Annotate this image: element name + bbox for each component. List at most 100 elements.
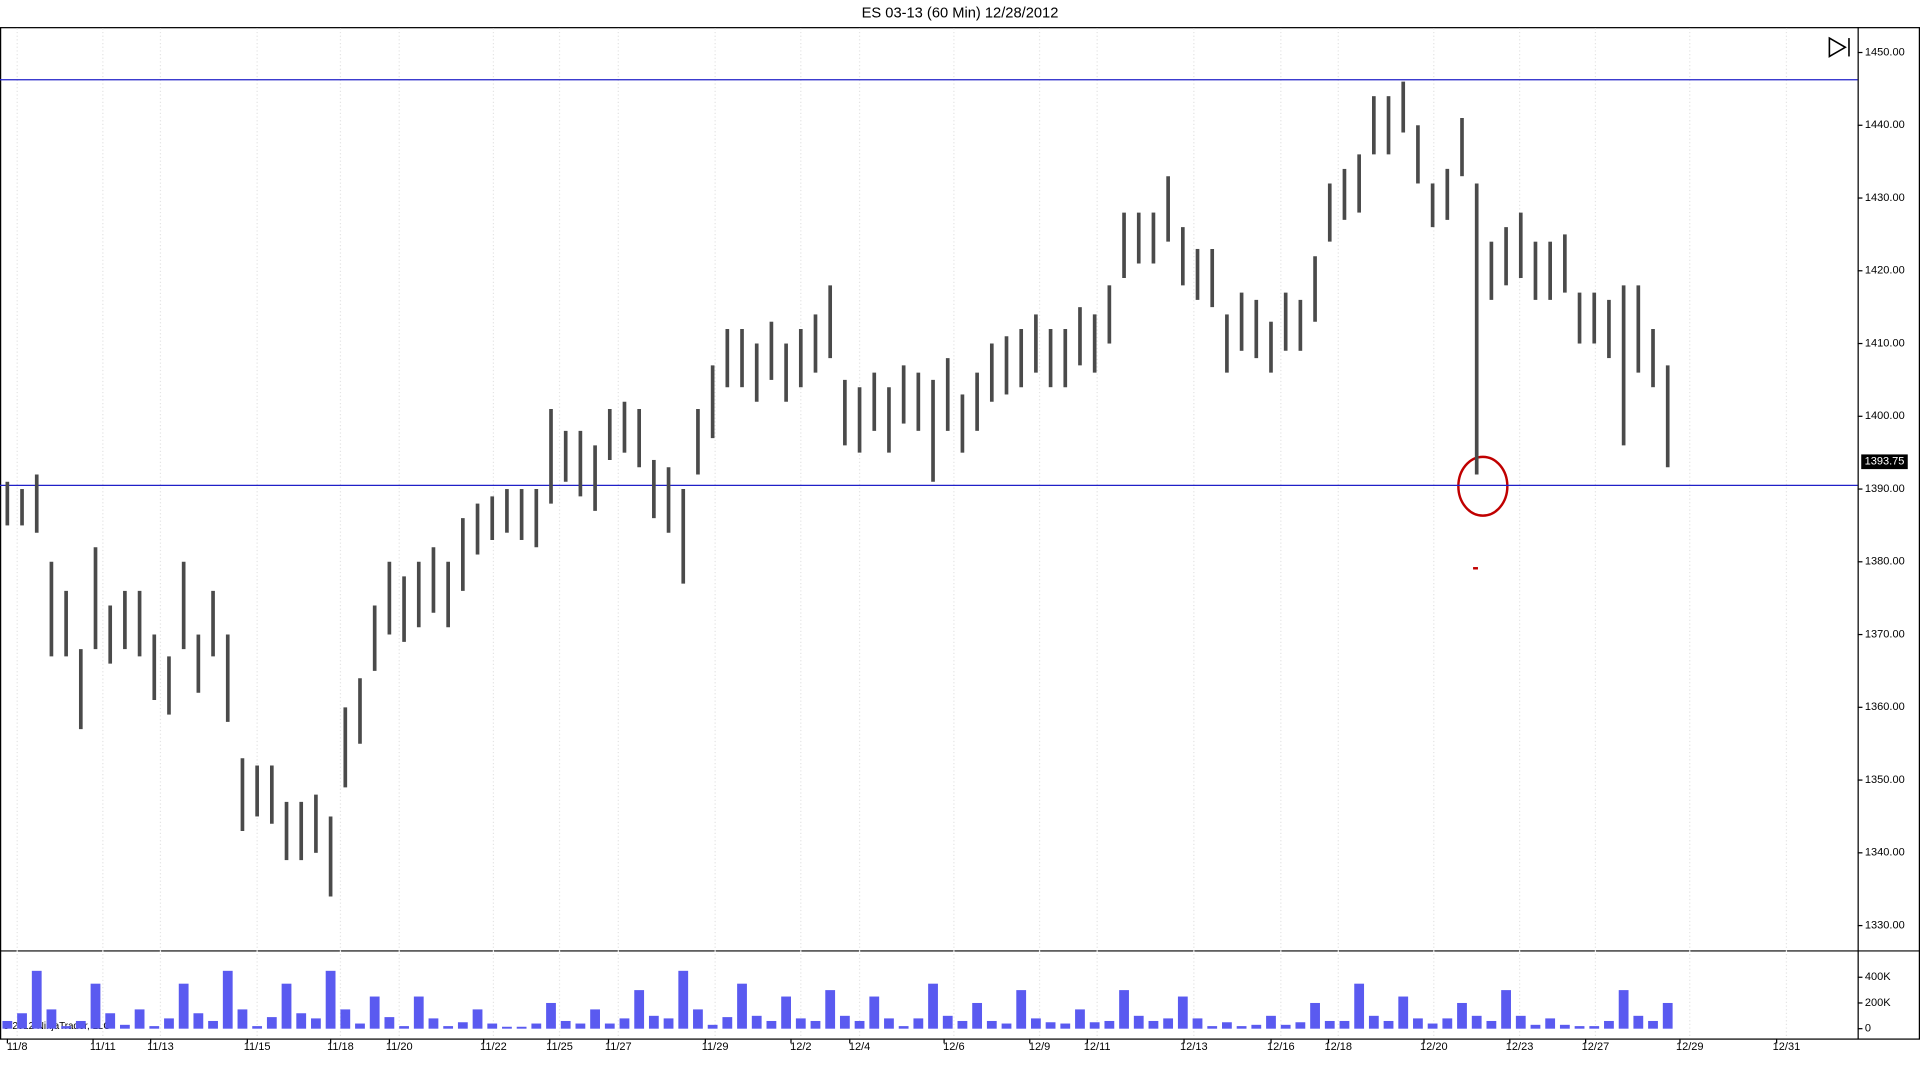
volume-bar <box>1383 1020 1394 1029</box>
volume-bar <box>590 1009 600 1029</box>
volume-bar <box>795 1018 806 1029</box>
y-tick-label: 1350.00 <box>1865 774 1905 786</box>
volume-bar <box>1295 1022 1306 1029</box>
volume-bar <box>1207 1026 1218 1029</box>
volume-bar <box>634 990 645 1029</box>
volume-bar <box>134 1009 145 1029</box>
volume-bar <box>1457 1002 1467 1029</box>
y-tick-label: 200K <box>1865 997 1891 1009</box>
y-tick-label: 1450.00 <box>1865 46 1905 58</box>
volume-bar <box>619 1018 630 1029</box>
volume-bar <box>898 1026 909 1029</box>
x-tick-label: 11/20 <box>386 1041 413 1053</box>
x-tick-label: 11/8 <box>7 1041 28 1053</box>
x-tick-label: 11/22 <box>480 1041 507 1053</box>
volume-bar <box>839 1015 850 1029</box>
x-tick-label: 12/23 <box>1506 1041 1534 1053</box>
volume-bar <box>1662 1002 1673 1029</box>
volume-bar <box>340 1009 351 1029</box>
volume-bar <box>119 1024 130 1029</box>
x-tick-label: 11/25 <box>546 1041 573 1053</box>
volume-bar <box>957 1020 968 1029</box>
volume-bar <box>1266 1015 1276 1029</box>
volume-bar <box>781 996 791 1029</box>
volume-bar <box>311 1018 321 1029</box>
volume-bar <box>1177 996 1188 1029</box>
volume-bar <box>1398 996 1409 1029</box>
volume-bar <box>1574 1026 1585 1029</box>
volume-bar <box>854 1020 865 1029</box>
x-tick-label: 12/11 <box>1084 1041 1111 1053</box>
volume-bar <box>1486 1020 1497 1029</box>
volume-bar <box>1501 990 1511 1029</box>
volume-bar <box>825 990 836 1029</box>
volume-bar <box>1222 1022 1232 1029</box>
volume-bar <box>531 1023 542 1029</box>
volume-bar <box>1648 1020 1658 1029</box>
volume-bar <box>222 970 233 1029</box>
last-price-box <box>1861 454 1908 470</box>
volume-bar <box>663 1018 674 1029</box>
volume-bar <box>516 1026 527 1029</box>
volume-bar <box>428 1018 439 1029</box>
volume-bar <box>707 1024 718 1029</box>
y-tick-label: 1440.00 <box>1865 119 1905 131</box>
volume-bar <box>1368 1015 1379 1029</box>
volume-bar <box>1545 1018 1556 1029</box>
volume-bar <box>399 1026 409 1029</box>
volume-bar <box>457 1022 468 1029</box>
x-tick-label: 11/15 <box>244 1041 271 1053</box>
volume-bar <box>1471 1015 1482 1029</box>
y-tick-label: 400K <box>1865 971 1891 983</box>
x-tick-label: 12/27 <box>1582 1041 1610 1053</box>
volume-bar <box>1324 1020 1335 1029</box>
scroll-end-button[interactable] <box>1828 36 1850 58</box>
chart-frame <box>0 27 1920 1040</box>
y-tick-label: 1340.00 <box>1865 847 1905 859</box>
volume-bar <box>1280 1024 1291 1029</box>
volume-bar <box>178 983 189 1029</box>
volume-bar <box>1339 1020 1350 1029</box>
volume-bar <box>296 1013 307 1029</box>
x-tick-label: 12/16 <box>1267 1041 1295 1053</box>
annotation-circle <box>1457 455 1509 517</box>
volume-bar <box>413 996 424 1029</box>
volume-bar <box>986 1020 997 1029</box>
volume-bar <box>913 1018 924 1029</box>
x-tick-label: 12/20 <box>1420 1041 1448 1053</box>
volume-bar <box>61 1026 72 1029</box>
volume-bar <box>693 1009 703 1029</box>
y-tick-label: 1380.00 <box>1865 556 1905 568</box>
y-tick-label: 1330.00 <box>1865 919 1905 931</box>
y-tick-label: 1420.00 <box>1865 265 1905 277</box>
volume-bar <box>1310 1002 1320 1029</box>
volume-bar <box>1148 1020 1159 1029</box>
y-tick-label: 1360.00 <box>1865 701 1905 713</box>
volume-bar <box>869 996 880 1029</box>
volume-bar <box>1559 1024 1570 1029</box>
volume-bar <box>1618 990 1629 1029</box>
volume-bar <box>443 1026 454 1029</box>
volume-bar <box>355 1023 365 1029</box>
volume-bar <box>193 1013 204 1029</box>
volume-bar <box>252 1026 263 1029</box>
volume-bar <box>604 1023 615 1029</box>
volume-bar <box>1001 1023 1012 1029</box>
volume-bar <box>1515 1015 1526 1029</box>
volume-bar <box>928 983 938 1029</box>
y-tick-label: 1370.00 <box>1865 628 1905 640</box>
volume-bar <box>472 1009 483 1029</box>
volume-bar <box>1104 1020 1115 1029</box>
volume-bar <box>1060 1023 1071 1029</box>
volume-bar <box>384 1017 395 1029</box>
y-tick-label: 1390.00 <box>1865 483 1905 495</box>
volume-bar <box>502 1026 512 1029</box>
plot-layer: 11/8 11/11 11/13 11/15 11/18 11/20 11/22 11/25 1… <box>0 28 1908 1053</box>
volume-bar <box>751 1015 762 1029</box>
volume-bar <box>1442 1018 1453 1029</box>
volume-bar <box>575 1023 586 1029</box>
volume-bar <box>369 996 380 1029</box>
volume-bar <box>105 1013 116 1029</box>
volume-bar <box>487 1023 498 1029</box>
